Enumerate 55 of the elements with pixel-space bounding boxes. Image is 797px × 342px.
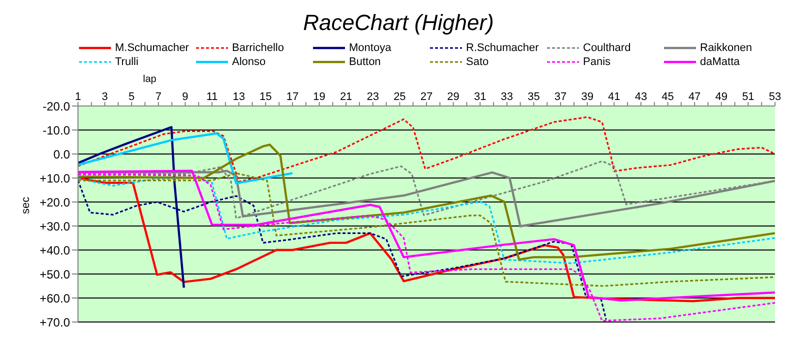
- y-tick-label: +70.0: [40, 315, 70, 330]
- x-tick-label: 3: [102, 91, 108, 103]
- x-tick-label: 45: [662, 91, 674, 103]
- legend-label: daMatta: [700, 56, 740, 68]
- x-tick-label: 9: [182, 91, 188, 103]
- legend-label: Barrichello: [232, 42, 284, 54]
- y-tick-label: -10.0: [42, 123, 70, 138]
- y-tick-label: +20.0: [40, 195, 70, 210]
- x-tick-label: 13: [232, 91, 245, 103]
- x-tick-label: 53: [768, 91, 782, 103]
- legend-label: Montoya: [349, 42, 392, 54]
- x-tick-label: 51: [742, 91, 754, 103]
- y-tick-label: +30.0: [40, 219, 70, 234]
- chart-title: RaceChart (Higher): [302, 9, 495, 37]
- legend-label: R.Schumacher: [466, 42, 539, 54]
- legend-label: Sato: [466, 56, 489, 68]
- x-tick-label: 5: [128, 91, 135, 103]
- line-series: [78, 132, 294, 184]
- x-tick-label: 17: [286, 91, 299, 103]
- legend-label: Button: [349, 56, 381, 68]
- x-tick-label: 35: [528, 91, 540, 103]
- legend-label: Panis: [583, 56, 611, 68]
- y-tick-label: +50.0: [40, 267, 70, 282]
- x-tick-label: 23: [366, 91, 380, 103]
- legend-label: Coulthard: [583, 42, 631, 54]
- x-tick-label: 19: [313, 91, 326, 103]
- legend-label: Alonso: [232, 56, 266, 68]
- y-axis-title: sec: [20, 196, 32, 214]
- x-tick-label: 15: [260, 91, 272, 103]
- x-tick-label: 33: [500, 91, 514, 103]
- x-tick-label: 31: [474, 91, 486, 103]
- x-tick-label: 27: [420, 91, 433, 103]
- y-tick-label: -20.0: [42, 99, 70, 114]
- x-tick-label: 7: [155, 91, 162, 103]
- x-tick-label: 11: [206, 91, 218, 103]
- line-series: [78, 116, 775, 182]
- x-tick-label: 29: [447, 91, 460, 103]
- y-tick-label: +10.0: [40, 171, 70, 186]
- legend-label: Raikkonen: [700, 42, 752, 54]
- x-tick-label: 47: [688, 91, 701, 103]
- legend-label: M.Schumacher: [115, 42, 189, 54]
- x-tick-label: 43: [634, 91, 648, 103]
- x-tick-label: 1: [74, 91, 82, 103]
- x-tick-label: 39: [581, 91, 594, 103]
- y-tick-label: +60.0: [40, 291, 70, 306]
- x-axis-title: lap: [143, 74, 157, 86]
- line-series: [78, 177, 775, 264]
- x-tick-label: 41: [608, 91, 620, 103]
- x-tick-label: 37: [554, 91, 567, 103]
- y-tick-label: 0.0: [53, 147, 70, 162]
- x-tick-label: 49: [715, 91, 728, 103]
- x-tick-label: 25: [394, 91, 406, 103]
- x-tick-label: 21: [340, 91, 352, 103]
- y-tick-label: +40.0: [40, 243, 70, 258]
- legend-label: Trulli: [115, 56, 138, 68]
